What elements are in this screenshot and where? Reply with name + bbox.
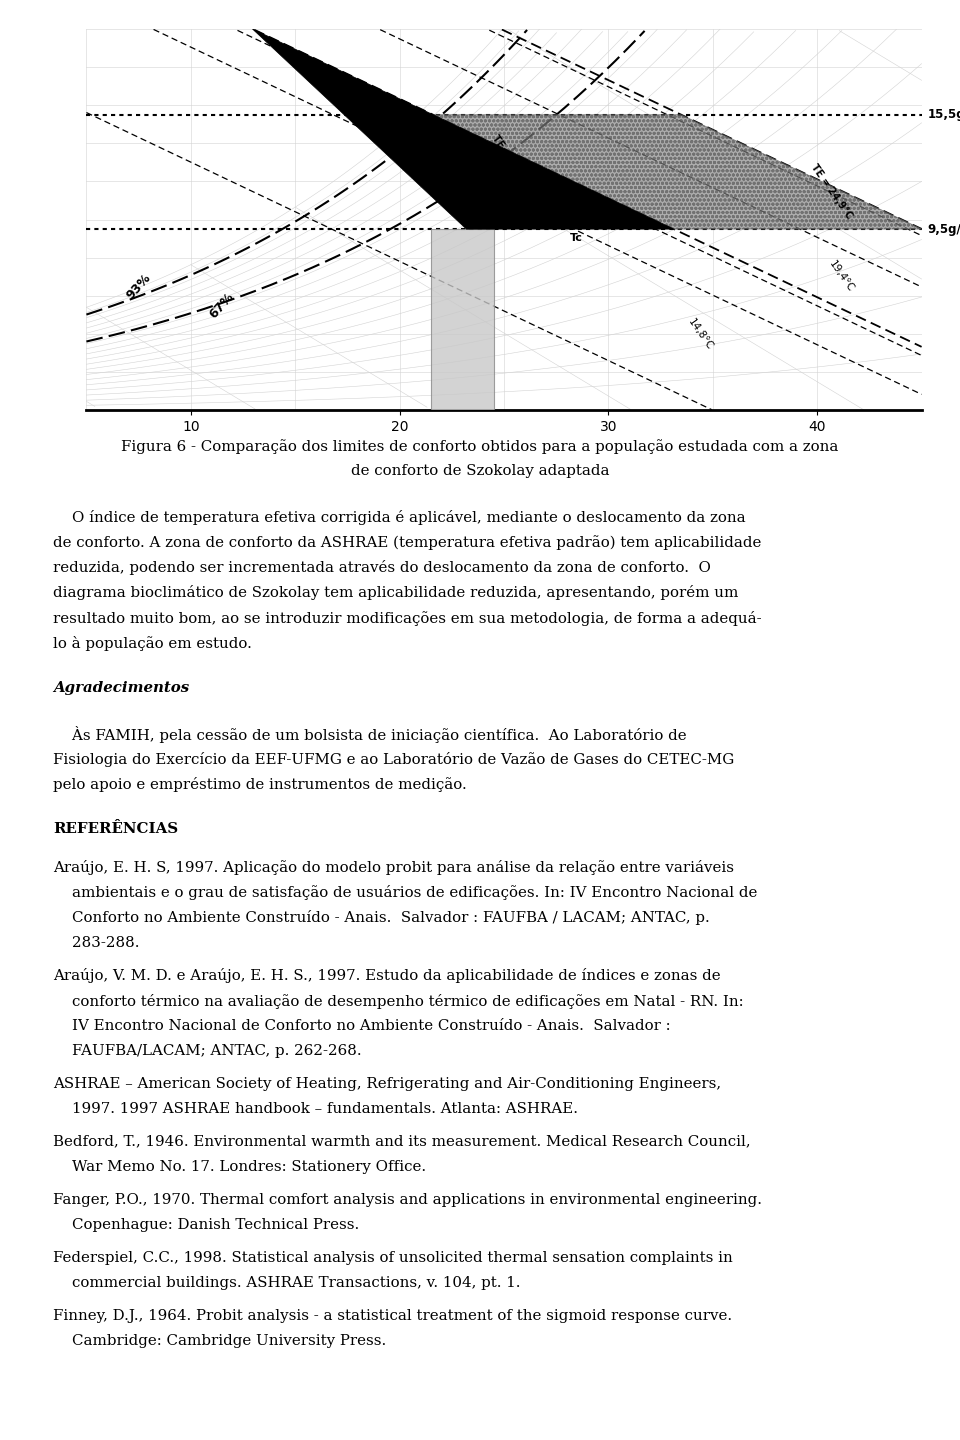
Text: Federspiel, C.C., 1998. Statistical analysis of unsolicited thermal sensation co: Federspiel, C.C., 1998. Statistical anal…: [53, 1250, 732, 1264]
Text: REFERÊNCIAS: REFERÊNCIAS: [53, 822, 178, 837]
Text: reduzida, podendo ser incrementada através do deslocamento da zona de conforto. : reduzida, podendo ser incrementada atrav…: [53, 560, 710, 575]
Polygon shape: [252, 29, 674, 229]
Text: Finney, D.J., 1964. Probit analysis - a statistical treatment of the sigmoid res: Finney, D.J., 1964. Probit analysis - a …: [53, 1309, 732, 1322]
Text: Bedford, T., 1946. Environmental warmth and its measurement. Medical Research Co: Bedford, T., 1946. Environmental warmth …: [53, 1135, 751, 1149]
Text: 93%: 93%: [124, 271, 154, 302]
Text: 283-288.: 283-288.: [53, 936, 139, 949]
Text: pelo apoio e empréstimo de instrumentos de medição.: pelo apoio e empréstimo de instrumentos …: [53, 776, 467, 792]
Text: Às FAMIH, pela cessão de um bolsista de iniciação científica.  Ao Laboratório de: Às FAMIH, pela cessão de um bolsista de …: [53, 726, 686, 743]
Text: conforto térmico na avaliação de desempenho térmico de edificações em Natal - RN: conforto térmico na avaliação de desempe…: [53, 994, 743, 1008]
Text: resultado muito bom, ao se introduzir modificações em sua metodologia, de forma : resultado muito bom, ao se introduzir mo…: [53, 611, 761, 625]
Text: FAUFBA/LACAM; ANTAC, p. 262-268.: FAUFBA/LACAM; ANTAC, p. 262-268.: [53, 1044, 361, 1058]
Text: O índice de temperatura efetiva corrigida é aplicável, mediante o deslocamento d: O índice de temperatura efetiva corrigid…: [53, 510, 745, 524]
Text: 15,5g/kg: 15,5g/kg: [928, 108, 960, 121]
Bar: [431, 229, 493, 410]
Text: TE = 21,1°C: TE = 21,1°C: [490, 132, 535, 192]
Text: Agradecimentos: Agradecimentos: [53, 681, 189, 696]
Text: 14,8°C: 14,8°C: [686, 317, 715, 351]
Text: Cambridge: Cambridge University Press.: Cambridge: Cambridge University Press.: [53, 1333, 386, 1348]
Text: 1997. 1997 ASHRAE handbook – fundamentals. Atlanta: ASHRAE.: 1997. 1997 ASHRAE handbook – fundamental…: [53, 1102, 578, 1116]
Text: War Memo No. 17. Londres: Stationery Office.: War Memo No. 17. Londres: Stationery Off…: [53, 1159, 426, 1174]
Text: Fanger, P.O., 1970. Thermal comfort analysis and applications in environmental e: Fanger, P.O., 1970. Thermal comfort anal…: [53, 1192, 762, 1207]
Text: 9,5g/kg: 9,5g/kg: [928, 223, 960, 236]
Text: Tc: Tc: [570, 233, 583, 243]
Text: 67%: 67%: [207, 289, 237, 321]
Text: Figura 6 - Comparação dos limites de conforto obtidos para a população estudada : Figura 6 - Comparação dos limites de con…: [121, 439, 839, 454]
Polygon shape: [433, 115, 922, 229]
Text: lo à população em estudo.: lo à população em estudo.: [53, 635, 252, 651]
Text: IV Encontro Nacional de Conforto no Ambiente Construído - Anais.  Salvador :: IV Encontro Nacional de Conforto no Ambi…: [53, 1018, 670, 1032]
Text: commercial buildings. ASHRAE Transactions, v. 104, pt. 1.: commercial buildings. ASHRAE Transaction…: [53, 1276, 520, 1290]
Text: Fisiologia do Exercício da EEF-UFMG e ao Laboratório de Vazão de Gases do CETEC-: Fisiologia do Exercício da EEF-UFMG e ao…: [53, 752, 734, 766]
Text: ambientais e o grau de satisfação de usuários de edificações. In: IV Encontro Na: ambientais e o grau de satisfação de usu…: [53, 886, 757, 900]
Text: de conforto. A zona de conforto da ASHRAE (temperatura efetiva padrão) tem aplic: de conforto. A zona de conforto da ASHRA…: [53, 534, 761, 550]
Text: 19,4°C: 19,4°C: [827, 259, 855, 294]
Text: Araújo, V. M. D. e Araújo, E. H. S., 1997. Estudo da aplicabilidade de índices e: Araújo, V. M. D. e Araújo, E. H. S., 199…: [53, 968, 720, 984]
Text: diagrama bioclimático de Szokolay tem aplicabilidade reduzida, apresentando, por: diagrama bioclimático de Szokolay tem ap…: [53, 585, 738, 600]
Text: de conforto de Szokolay adaptada: de conforto de Szokolay adaptada: [350, 464, 610, 478]
Text: TE = 24,9°C: TE = 24,9°C: [809, 161, 854, 220]
Text: Conforto no Ambiente Construído - Anais.  Salvador : FAUFBA / LACAM; ANTAC, p.: Conforto no Ambiente Construído - Anais.…: [53, 910, 709, 926]
Text: Araújo, E. H. S, 1997. Aplicação do modelo probit para análise da relação entre : Araújo, E. H. S, 1997. Aplicação do mode…: [53, 860, 733, 876]
Text: ASHRAE – American Society of Heating, Refrigerating and Air-Conditioning Enginee: ASHRAE – American Society of Heating, Re…: [53, 1077, 721, 1090]
Text: Copenhague: Danish Technical Press.: Copenhague: Danish Technical Press.: [53, 1218, 359, 1231]
